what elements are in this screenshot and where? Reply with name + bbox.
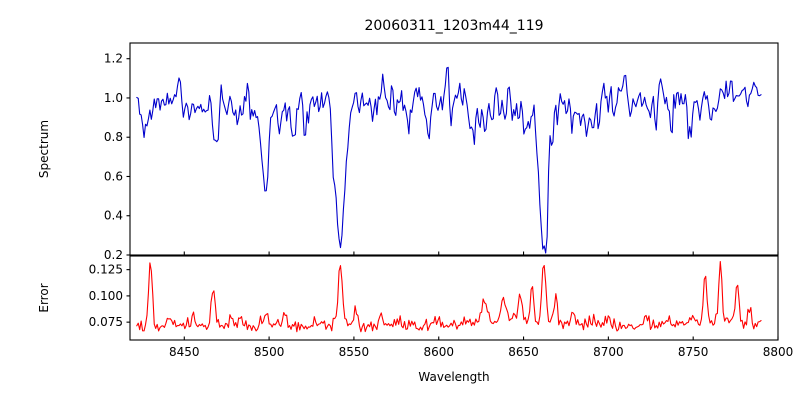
page-title: 20060311_1203m44_119 [364, 18, 543, 34]
error-panel-frame [129, 255, 779, 341]
tick-label: 1.2 [104, 52, 123, 66]
tick-label: 0.8 [104, 130, 123, 144]
tick-label: 8450 [169, 345, 200, 359]
spectrum-panel: 0.2 0.4 0.6 0.8 1.0 1.2 Spectrum [37, 42, 779, 262]
tick-label: 8750 [678, 345, 709, 359]
tick-label: 8550 [339, 345, 370, 359]
spectrum-series-line [136, 66, 762, 254]
tick-label: 8800 [763, 345, 794, 359]
tick-label: 8600 [423, 345, 454, 359]
spectrum-x-axis-ticks [183, 251, 779, 255]
spectrum-axis-label: Spectrum [37, 120, 51, 178]
tick-label: 0.2 [104, 248, 123, 262]
error-panel: 0.075 0.100 0.125 8450 8500 8550 8600 8650 8700… [37, 255, 794, 384]
spectrum-y-axis-ticks: 0.2 0.4 0.6 0.8 1.0 1.2 [104, 52, 130, 262]
tick-label: 8500 [254, 345, 285, 359]
tick-label: 0.4 [104, 209, 123, 223]
error-x-axis-ticks: 8450 8500 8550 8600 8650 8700 8750 8800 [169, 336, 794, 359]
tick-label: 8700 [593, 345, 624, 359]
spectrum-panel-frame [129, 42, 779, 256]
tick-label: 1.0 [104, 91, 123, 105]
tick-label: 0.6 [104, 169, 123, 183]
error-y-axis-ticks: 0.075 0.100 0.125 [89, 263, 130, 329]
wavelength-axis-label: Wavelength [418, 370, 489, 384]
tick-label: 0.125 [89, 263, 123, 277]
tick-label: 0.100 [89, 289, 123, 303]
error-series-line [136, 260, 762, 333]
tick-label: 8650 [508, 345, 539, 359]
tick-label: 0.075 [89, 315, 123, 329]
error-axis-label: Error [37, 283, 51, 312]
